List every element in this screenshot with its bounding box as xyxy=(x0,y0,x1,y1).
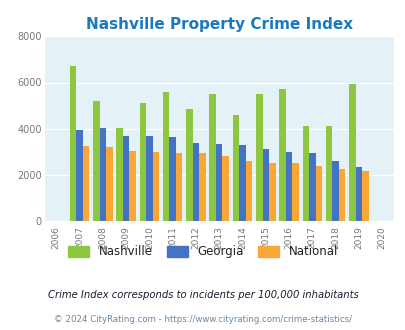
Bar xyxy=(222,156,228,221)
Bar xyxy=(239,145,245,221)
Bar xyxy=(83,146,89,221)
Bar xyxy=(162,92,169,221)
Bar xyxy=(152,152,159,221)
Bar xyxy=(338,169,345,221)
Bar xyxy=(292,163,298,221)
Bar xyxy=(245,161,252,221)
Bar xyxy=(355,167,361,221)
Bar xyxy=(285,152,292,221)
Bar xyxy=(146,136,152,221)
Bar xyxy=(93,101,99,221)
Bar xyxy=(129,150,136,221)
Bar xyxy=(192,143,199,221)
Bar xyxy=(99,128,106,221)
Bar xyxy=(308,153,315,221)
Bar xyxy=(262,149,269,221)
Legend: Nashville, Georgia, National: Nashville, Georgia, National xyxy=(63,241,342,263)
Bar xyxy=(139,103,146,221)
Bar xyxy=(106,147,112,221)
Bar xyxy=(279,89,285,221)
Bar xyxy=(269,163,275,221)
Bar xyxy=(232,115,239,221)
Bar xyxy=(332,161,338,221)
Bar xyxy=(186,109,192,221)
Bar xyxy=(70,66,76,221)
Text: Crime Index corresponds to incidents per 100,000 inhabitants: Crime Index corresponds to incidents per… xyxy=(47,290,358,300)
Bar xyxy=(169,137,175,221)
Bar xyxy=(175,153,182,221)
Bar xyxy=(302,126,308,221)
Bar xyxy=(256,94,262,221)
Bar xyxy=(325,126,332,221)
Bar xyxy=(348,83,355,221)
Bar xyxy=(315,166,321,221)
Bar xyxy=(123,136,129,221)
Bar xyxy=(199,153,205,221)
Bar xyxy=(215,144,222,221)
Bar xyxy=(76,130,83,221)
Bar xyxy=(361,172,368,221)
Bar xyxy=(209,94,215,221)
Bar xyxy=(116,128,123,221)
Text: © 2024 CityRating.com - https://www.cityrating.com/crime-statistics/: © 2024 CityRating.com - https://www.city… xyxy=(54,315,351,324)
Title: Nashville Property Crime Index: Nashville Property Crime Index xyxy=(85,17,352,32)
